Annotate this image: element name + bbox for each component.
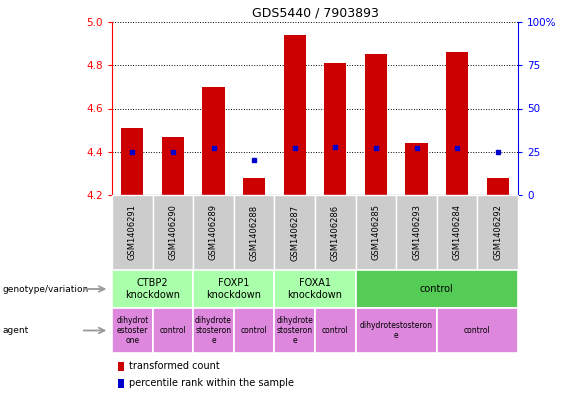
Bar bbox=[477, 195, 518, 270]
Text: agent: agent bbox=[3, 326, 29, 335]
Text: genotype/variation: genotype/variation bbox=[3, 285, 89, 294]
Title: GDS5440 / 7903893: GDS5440 / 7903893 bbox=[251, 6, 379, 19]
Bar bbox=[437, 195, 477, 270]
Bar bbox=[324, 63, 346, 195]
Bar bbox=[153, 308, 193, 353]
Text: GSM1406289: GSM1406289 bbox=[209, 204, 218, 261]
Bar bbox=[405, 143, 428, 195]
Text: GSM1406290: GSM1406290 bbox=[168, 205, 177, 261]
Bar bbox=[315, 195, 355, 270]
Bar bbox=[315, 308, 355, 353]
Text: GSM1406286: GSM1406286 bbox=[331, 204, 340, 261]
Text: FOXA1
knockdown: FOXA1 knockdown bbox=[288, 278, 342, 300]
Bar bbox=[162, 137, 184, 195]
Text: dihydrotestosteron
e: dihydrotestosteron e bbox=[360, 321, 433, 340]
Text: GSM1406284: GSM1406284 bbox=[453, 204, 462, 261]
Text: percentile rank within the sample: percentile rank within the sample bbox=[129, 378, 294, 389]
Text: control: control bbox=[420, 284, 454, 294]
Text: GSM1406293: GSM1406293 bbox=[412, 204, 421, 261]
Bar bbox=[396, 195, 437, 270]
Text: transformed count: transformed count bbox=[129, 362, 220, 371]
Text: control: control bbox=[159, 326, 186, 335]
Bar bbox=[355, 308, 437, 353]
Bar bbox=[243, 178, 265, 195]
Bar bbox=[275, 308, 315, 353]
Bar bbox=[446, 52, 468, 195]
Bar bbox=[112, 308, 153, 353]
Text: control: control bbox=[464, 326, 491, 335]
Bar bbox=[193, 195, 234, 270]
Text: GSM1406288: GSM1406288 bbox=[250, 204, 259, 261]
Text: dihydrote
stosteron
e: dihydrote stosteron e bbox=[195, 316, 232, 345]
Text: GSM1406292: GSM1406292 bbox=[493, 205, 502, 261]
Text: CTBP2
knockdown: CTBP2 knockdown bbox=[125, 278, 180, 300]
Bar bbox=[112, 195, 153, 270]
Bar bbox=[275, 270, 355, 308]
Bar bbox=[365, 55, 387, 195]
Bar bbox=[275, 195, 315, 270]
Bar bbox=[112, 270, 193, 308]
Bar bbox=[193, 270, 275, 308]
Text: control: control bbox=[241, 326, 267, 335]
Bar bbox=[355, 270, 518, 308]
Text: dihydrote
stosteron
e: dihydrote stosteron e bbox=[276, 316, 313, 345]
Text: GSM1406287: GSM1406287 bbox=[290, 204, 299, 261]
Bar bbox=[121, 128, 144, 195]
Bar bbox=[486, 178, 509, 195]
Bar bbox=[234, 195, 275, 270]
Bar bbox=[437, 308, 518, 353]
Bar bbox=[355, 195, 396, 270]
Bar bbox=[193, 308, 234, 353]
Bar bbox=[284, 35, 306, 195]
Bar bbox=[202, 87, 225, 195]
Text: dihydrot
estoster
one: dihydrot estoster one bbox=[116, 316, 149, 345]
Bar bbox=[153, 195, 193, 270]
Text: control: control bbox=[322, 326, 349, 335]
Text: FOXP1
knockdown: FOXP1 knockdown bbox=[206, 278, 261, 300]
Text: GSM1406291: GSM1406291 bbox=[128, 205, 137, 261]
Text: GSM1406285: GSM1406285 bbox=[371, 204, 380, 261]
Bar bbox=[234, 308, 275, 353]
